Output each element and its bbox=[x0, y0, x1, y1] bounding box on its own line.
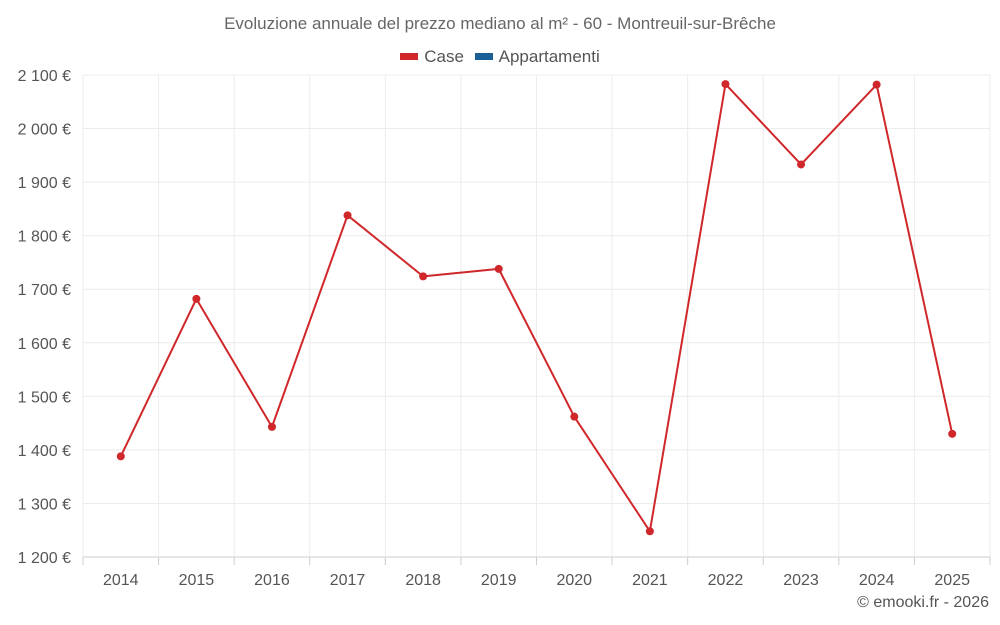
data-point-2020[interactable] bbox=[570, 412, 579, 421]
x-tick-label: 2016 bbox=[254, 572, 290, 589]
x-tick-label: 2020 bbox=[556, 572, 592, 589]
data-point-2021[interactable] bbox=[645, 527, 654, 536]
y-tick-label: 1 500 € bbox=[18, 389, 71, 406]
y-tick-label: 1 300 € bbox=[18, 496, 71, 513]
data-point-2024[interactable] bbox=[872, 80, 881, 89]
axes: 1 200 € 1 300 € 1 400 € 1 500 € 1 600 € 1 700… bbox=[18, 68, 991, 589]
chart-title: Evoluzione annuale del prezzo mediano al… bbox=[224, 14, 776, 33]
data-point-2014[interactable] bbox=[116, 452, 125, 461]
legend-item-appartamenti[interactable]: Appartamenti bbox=[474, 46, 600, 67]
x-tick-label: 2025 bbox=[934, 572, 970, 589]
data-point-2022[interactable] bbox=[721, 80, 730, 89]
data-point-2019[interactable] bbox=[494, 264, 503, 273]
x-tick-label: 2015 bbox=[179, 572, 215, 589]
credit-text: © emooki.fr - 2026 bbox=[857, 594, 989, 611]
grid bbox=[82, 74, 991, 558]
series-case bbox=[116, 80, 957, 536]
legend-label-appartamenti: Appartamenti bbox=[498, 46, 600, 66]
data-point-2017[interactable] bbox=[343, 211, 352, 220]
legend-item-case[interactable]: Case bbox=[400, 47, 464, 67]
y-tick-label: 2 100 € bbox=[18, 68, 71, 85]
legend: Case Appartamenti bbox=[0, 45, 1000, 67]
x-tick-label: 2024 bbox=[859, 572, 895, 589]
y-tick-label: 1 600 € bbox=[18, 336, 71, 353]
data-point-2015[interactable] bbox=[192, 294, 201, 303]
x-tick-label: 2018 bbox=[405, 572, 441, 589]
y-tick-label: 1 900 € bbox=[18, 175, 71, 192]
y-tick-label: 2 000 € bbox=[18, 122, 71, 139]
data-point-2018[interactable] bbox=[419, 272, 428, 281]
series-line-case bbox=[119, 83, 954, 533]
x-tick-label: 2014 bbox=[103, 572, 139, 589]
x-tick-label: 2017 bbox=[330, 572, 366, 589]
x-tick-label: 2022 bbox=[708, 572, 744, 589]
x-tick-label: 2023 bbox=[783, 572, 819, 589]
data-point-2023[interactable] bbox=[797, 160, 806, 169]
legend-swatch-appartamenti bbox=[474, 53, 493, 60]
y-tick-label: 1 800 € bbox=[18, 229, 71, 246]
legend-swatch-case bbox=[400, 53, 419, 60]
data-point-2016[interactable] bbox=[267, 422, 276, 431]
legend-label-case: Case bbox=[424, 46, 464, 66]
x-tick-label: 2019 bbox=[481, 572, 517, 589]
y-tick-label: 1 700 € bbox=[18, 282, 71, 299]
y-tick-label: 1 200 € bbox=[18, 550, 71, 567]
y-tick-label: 1 400 € bbox=[18, 443, 71, 460]
x-tick-label: 2021 bbox=[632, 572, 668, 589]
data-point-2025[interactable] bbox=[948, 429, 957, 438]
